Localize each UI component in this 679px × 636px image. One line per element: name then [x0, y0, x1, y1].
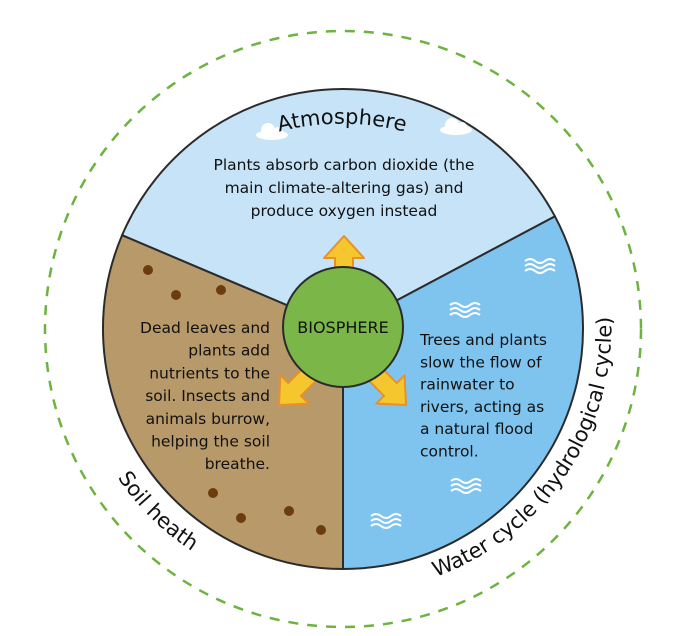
cloud-part: [261, 123, 275, 137]
water-text-line: control.: [420, 443, 479, 461]
soil-text-line: nutrients to the: [149, 364, 270, 382]
soil-dot: [284, 506, 294, 516]
cloud: [532, 146, 564, 163]
atmosphere-text-line: produce oxygen instead: [251, 202, 438, 220]
cloud-part: [549, 150, 559, 160]
soil-text-line: helping the soil: [151, 433, 270, 451]
soil-dot: [171, 290, 181, 300]
cloud-part: [445, 118, 459, 132]
soil-dot: [208, 488, 218, 498]
soil-dot: [236, 513, 246, 523]
atmosphere-text-line: main climate-altering gas) and: [225, 179, 464, 197]
soil-text-line: soil. Insects and: [145, 387, 270, 405]
atmosphere-text-line: Plants absorb carbon dioxide (the: [214, 156, 475, 174]
water-text-line: slow the flow of: [420, 353, 542, 371]
water-text-line: rainwater to: [420, 376, 515, 394]
soil-dot: [143, 265, 153, 275]
soil-text-line: Dead leaves and: [140, 319, 270, 337]
cloud-part: [457, 122, 467, 132]
soil-dot: [316, 525, 326, 535]
soil-dot: [216, 285, 226, 295]
water-text-line: a natural flood: [420, 420, 533, 438]
soil-text-line: plants add: [188, 342, 270, 360]
water-text-line: Trees and plants: [419, 331, 547, 349]
soil-text-line: breathe.: [205, 455, 270, 473]
water-text-line: rivers, acting as: [420, 398, 544, 416]
cloud-part: [537, 146, 551, 160]
page: {"labels": {"atmosphere": "Atmosphere", …: [0, 0, 679, 636]
soil-text-line: animals burrow,: [146, 410, 270, 428]
center-label: BIOSPHERE: [297, 318, 388, 337]
biosphere-diagram: Atmosphere Soil heath Water cycle (hydro…: [0, 0, 679, 636]
